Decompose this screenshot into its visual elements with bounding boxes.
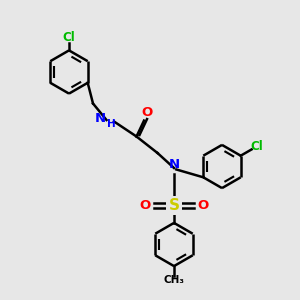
Text: H: H bbox=[106, 118, 116, 129]
Text: Cl: Cl bbox=[63, 31, 75, 44]
Text: N: N bbox=[168, 158, 180, 171]
Text: N: N bbox=[94, 112, 106, 125]
Text: S: S bbox=[169, 198, 179, 213]
Text: O: O bbox=[141, 106, 153, 119]
Text: O: O bbox=[197, 199, 208, 212]
Text: O: O bbox=[140, 199, 151, 212]
Text: CH₃: CH₃ bbox=[164, 275, 184, 285]
Text: Cl: Cl bbox=[250, 140, 263, 154]
